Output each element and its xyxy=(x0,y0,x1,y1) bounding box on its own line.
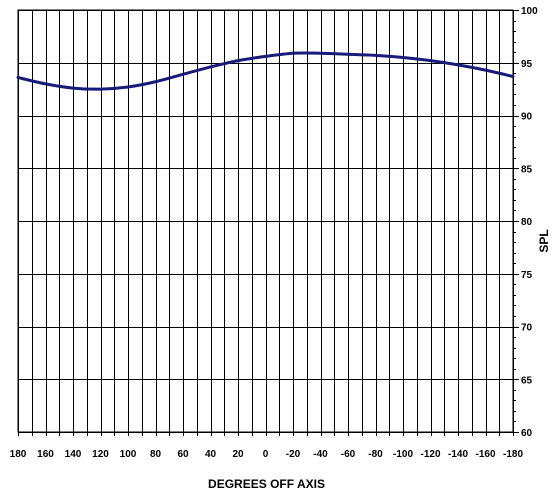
x-tick-label: 20 xyxy=(232,449,244,460)
x-tick-label: 120 xyxy=(92,449,109,460)
y-tick-labels: 60 65 70 75 80 85 90 95 100 xyxy=(521,6,538,439)
y-tick-label: 90 xyxy=(521,112,533,123)
x-tick-label: 140 xyxy=(65,449,82,460)
x-tick-label: -120 xyxy=(420,449,440,460)
x-tick-label: 40 xyxy=(205,449,217,460)
x-tick-label: -40 xyxy=(313,449,328,460)
y-tick-label: 60 xyxy=(521,428,533,439)
x-tick-label: 0 xyxy=(263,449,269,460)
y-axis-title: SPL xyxy=(537,229,551,252)
x-tick-label: -180 xyxy=(503,449,523,460)
x-tick-label: 60 xyxy=(177,449,189,460)
y-tick-label: 65 xyxy=(521,375,533,386)
y-gridlines xyxy=(18,10,513,433)
x-tick-label: 100 xyxy=(120,449,137,460)
plot-frame xyxy=(17,9,514,433)
x-tick-label: 160 xyxy=(37,449,54,460)
y-tick-label: 70 xyxy=(521,323,533,334)
x-axis-title: DEGREES OFF AXIS xyxy=(208,477,325,491)
y-tick-label: 85 xyxy=(521,164,533,175)
y-tick-label: 100 xyxy=(521,6,538,17)
spl-series-line xyxy=(16,51,515,91)
y-minor-ticks xyxy=(513,10,519,433)
x-tick-label: -80 xyxy=(368,449,383,460)
y-tick-label: 95 xyxy=(521,59,533,70)
x-tick-label: -140 xyxy=(448,449,468,460)
x-minor-ticks xyxy=(18,432,514,436)
x-tick-label: 180 xyxy=(10,449,27,460)
x-tick-label: 80 xyxy=(150,449,162,460)
x-tick-label: -160 xyxy=(475,449,495,460)
x-tick-label: -60 xyxy=(341,449,356,460)
x-tick-labels: 180 160 140 120 100 80 60 40 20 0 -20 -40 -60 -80 -100… xyxy=(10,449,524,460)
x-tick-label: -20 xyxy=(286,449,301,460)
y-tick-label: 75 xyxy=(521,270,533,281)
y-tick-label: 80 xyxy=(521,217,533,228)
x-tick-label: -100 xyxy=(393,449,413,460)
